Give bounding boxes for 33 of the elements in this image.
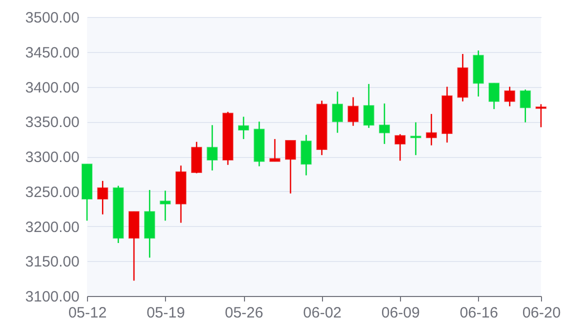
y-tick-label: 3200.00 [25, 218, 80, 236]
candlestick [488, 82, 500, 110]
x-tick-label: 05-19 [146, 304, 185, 322]
candlestick [285, 140, 296, 194]
candlestick [160, 190, 171, 222]
candlestick [363, 83, 374, 129]
x-tick-label: 06-16 [460, 304, 498, 322]
x-tick-label: 05-12 [68, 304, 107, 322]
y-tick-label: 3250.00 [25, 184, 80, 201]
candlestick [504, 86, 516, 107]
y-tick-label: 3450.00 [25, 44, 80, 62]
candlestick [348, 96, 359, 126]
candlestick [426, 113, 437, 146]
x-tick-label: 06-09 [381, 304, 420, 322]
y-tick-label: 3300.00 [25, 149, 80, 166]
candlestick [206, 124, 218, 172]
x-tick-label: 06-20 [522, 304, 561, 322]
candlestick [332, 90, 343, 134]
y-tick-label: 3400.00 [25, 79, 80, 96]
candlestick [238, 116, 250, 140]
candlestick [536, 104, 546, 128]
x-tick-label: 05-26 [224, 304, 264, 322]
candlestick [378, 102, 390, 145]
y-tick-label: 3500.00 [25, 10, 80, 26]
candlestick [394, 134, 406, 162]
candlestick [97, 180, 108, 216]
candlestick [520, 88, 531, 123]
x-tick-label: 06-02 [303, 304, 342, 322]
candlestick [300, 134, 312, 176]
y-tick-label: 3350.00 [25, 114, 80, 132]
candlestick [269, 138, 280, 162]
y-tick-label: 3100.00 [25, 288, 80, 306]
y-tick-label: 3150.00 [25, 254, 80, 271]
